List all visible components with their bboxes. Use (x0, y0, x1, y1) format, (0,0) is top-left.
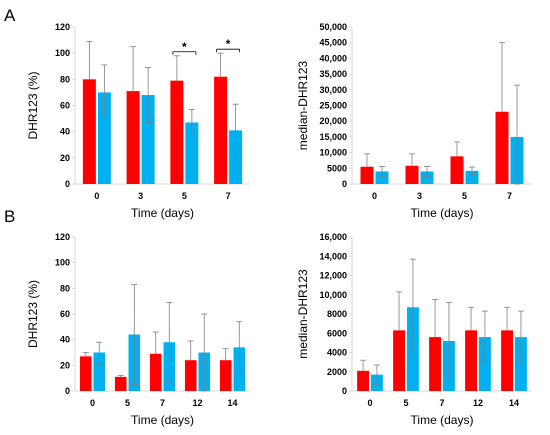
median-dhr123-a-y-tick-label: 20,000 (319, 116, 347, 126)
median-dhr123-b-y-tick-label: 0 (342, 386, 347, 396)
median-dhr123-a-x-tick-label: 3 (417, 191, 422, 201)
median-dhr123-b-y-tick-label: 2000 (327, 367, 347, 377)
median-dhr123-b-bar-s1 (393, 330, 405, 391)
median-dhr123-a-x-tick-label: 7 (507, 191, 512, 201)
median-dhr123-b-y-tick-label: 8000 (327, 309, 347, 319)
median-dhr123-b-x-tick-label: 14 (509, 398, 519, 408)
dhr123-percent-a-bar-s2 (97, 92, 111, 184)
dhr123-percent-b-x-tick-label: 7 (160, 398, 165, 408)
dhr123-percent-a-y-tick-label: 40 (60, 127, 70, 137)
dhr123-percent-a-bar-s2 (141, 95, 155, 184)
median-dhr123-b-y-tick-label: 6000 (327, 328, 347, 338)
median-dhr123-a-bar-s1 (495, 111, 509, 184)
dhr123-percent-a-y-tick-label: 120 (55, 22, 70, 32)
dhr123-percent-b-x-axis-label: Time (days) (131, 413, 194, 427)
dhr123-percent-a-bar-s2 (185, 122, 199, 184)
median-dhr123-b-x-tick-label: 7 (439, 398, 444, 408)
dhr123-percent-a-x-tick-label: 7 (226, 191, 231, 201)
dhr123-percent-b-x-tick-label: 12 (192, 398, 202, 408)
median-dhr123-a-y-tick-label: 45,000 (319, 38, 347, 48)
dhr123-percent-a-y-tick-label: 60 (60, 101, 70, 111)
dhr123-percent-a-y-tick-label: 100 (55, 48, 70, 58)
median-dhr123-b-bar-s1 (357, 370, 369, 391)
median-dhr123-a-y-tick-label: 5000 (327, 163, 347, 173)
dhr123-percent-a-y-tick-label: 20 (60, 153, 70, 163)
dhr123-percent-a-sig-star: * (182, 40, 187, 54)
panel-letter-b: B (4, 207, 16, 226)
dhr123-percent-a-x-tick-label: 3 (138, 191, 143, 201)
dhr123-percent-b-y-tick-label: 100 (55, 258, 70, 268)
median-dhr123-a-y-axis-label: median-DHR123 (296, 60, 310, 150)
panel-letter-a: A (4, 6, 16, 25)
dhr123-percent-b-bar-s1 (114, 376, 127, 391)
median-dhr123-a-bar-s1 (360, 166, 374, 184)
dhr123-percent-b-y-tick-label: 40 (60, 335, 70, 345)
median-dhr123-b-y-tick-label: 16,000 (319, 232, 347, 242)
dhr123-percent-b-y-tick-label: 0 (65, 386, 70, 396)
median-dhr123-a-bar-s1 (450, 156, 464, 184)
median-dhr123-a-y-tick-label: 35,000 (319, 69, 347, 79)
median-dhr123-a-bar-s2 (420, 171, 434, 184)
dhr123-percent-b-y-tick-label: 20 (60, 360, 70, 370)
dhr123-percent-b-bar-s1 (149, 353, 162, 391)
dhr123-percent-b-bar-s1 (184, 360, 197, 391)
median-dhr123-a-y-tick-label: 0 (342, 179, 347, 189)
median-dhr123-a-y-tick-label: 25,000 (319, 101, 347, 111)
dhr123-percent-b-bar-s1 (219, 360, 232, 391)
dhr123-percent-b-y-tick-label: 60 (60, 309, 70, 319)
dhr123-percent-b-y-axis-label: DHR123 (%) (26, 280, 40, 348)
median-dhr123-a-x-tick-label: 5 (462, 191, 467, 201)
median-dhr123-b-bar-s1 (465, 330, 477, 391)
dhr123-percent-b-y-tick-label: 120 (55, 232, 70, 242)
dhr123-percent-a-bar-s2 (229, 130, 243, 184)
dhr123-percent-b-x-tick-label: 5 (125, 398, 130, 408)
median-dhr123-b-x-axis-label: Time (days) (411, 413, 474, 427)
dhr123-percent-a-bar-s1 (82, 79, 96, 184)
median-dhr123-b-bar-s2 (479, 337, 491, 391)
median-dhr123-b-y-tick-label: 4000 (327, 348, 347, 358)
median-dhr123-b-bar-s1 (501, 330, 513, 391)
median-dhr123-a-bar-s1 (405, 165, 419, 184)
dhr123-percent-a-sig-star: * (226, 37, 231, 51)
dhr123-percent-a-bar-s1 (170, 80, 184, 184)
median-dhr123-b-x-tick-label: 5 (403, 398, 408, 408)
median-dhr123-b-bar-s2 (515, 337, 527, 391)
median-dhr123-a-bar-s2 (465, 170, 479, 184)
dhr123-percent-a-y-tick-label: 80 (60, 74, 70, 84)
dhr123-percent-a-y-axis-label: DHR123 (%) (26, 71, 40, 139)
median-dhr123-a-y-tick-label: 10,000 (319, 148, 347, 158)
median-dhr123-b-x-tick-label: 0 (367, 398, 372, 408)
dhr123-percent-b-x-tick-label: 14 (227, 398, 237, 408)
median-dhr123-a-y-tick-label: 50,000 (319, 22, 347, 32)
dhr123-percent-b-bar-s1 (79, 356, 92, 391)
dhr123-percent-a-bar-s1 (214, 76, 228, 184)
dhr123-percent-a-x-tick-label: 5 (182, 191, 187, 201)
median-dhr123-b-y-axis-label: median-DHR123 (296, 269, 310, 359)
dhr123-percent-b-bar-s2 (93, 352, 106, 391)
median-dhr123-a-x-tick-label: 0 (372, 191, 377, 201)
median-dhr123-b-y-tick-label: 10,000 (319, 290, 347, 300)
median-dhr123-a-x-axis-label: Time (days) (411, 206, 474, 220)
dhr123-percent-a-bar-s1 (126, 91, 140, 184)
median-dhr123-b-y-tick-label: 12,000 (319, 271, 347, 281)
median-dhr123-b-bar-s1 (429, 337, 441, 391)
median-dhr123-a-bar-s2 (375, 171, 389, 184)
median-dhr123-a-y-tick-label: 30,000 (319, 85, 347, 95)
median-dhr123-a-y-tick-label: 15,000 (319, 132, 347, 142)
dhr123-percent-b-y-tick-label: 80 (60, 283, 70, 293)
dhr123-percent-a-x-axis-label: Time (days) (131, 206, 194, 220)
dhr123-percent-b-x-tick-label: 0 (90, 398, 95, 408)
dhr123-percent-a-y-tick-label: 0 (65, 179, 70, 189)
median-dhr123-b-y-tick-label: 14,000 (319, 251, 347, 261)
median-dhr123-a-y-tick-label: 40,000 (319, 53, 347, 63)
median-dhr123-b-x-tick-label: 12 (473, 398, 483, 408)
dhr123-percent-a-x-tick-label: 0 (94, 191, 99, 201)
